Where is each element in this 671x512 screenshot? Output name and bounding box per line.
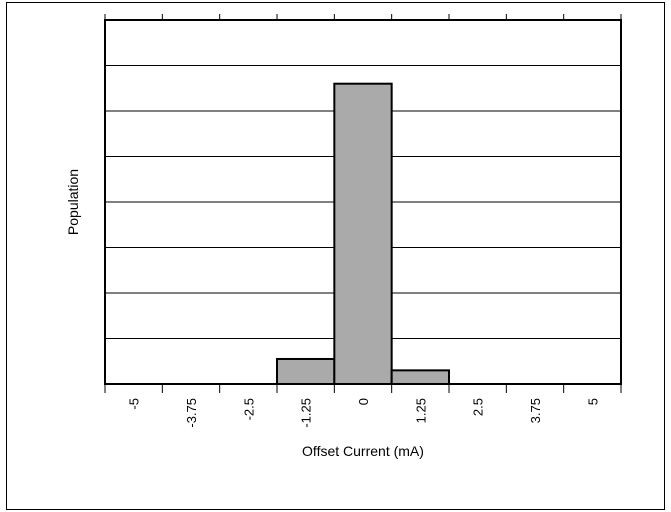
- histogram-bar: [390, 369, 450, 386]
- x-tick-label: -5: [127, 398, 142, 410]
- x-tick-label: 1.25: [413, 398, 428, 423]
- x-tick-label: -2.5: [241, 398, 256, 420]
- plot-area-border: [104, 19, 622, 385]
- x-axis-label: Offset Current (mA): [302, 443, 424, 459]
- histogram-bar: [276, 357, 336, 386]
- bottom-ticks: [104, 384, 622, 393]
- x-tick-label: 0: [356, 398, 371, 405]
- x-tick-label: -3.75: [184, 398, 199, 428]
- x-tick-labels: -5 -3.75 -2.5 -1.25 0 1.25 2.5 3.75 5: [127, 398, 601, 428]
- x-tick-label: 2.5: [471, 398, 486, 416]
- histogram-bar: [333, 82, 393, 385]
- x-tick-label: 5: [585, 398, 600, 405]
- y-axis-label: Population: [65, 169, 81, 235]
- top-ticks: [104, 14, 622, 20]
- x-tick-label: 3.75: [528, 398, 543, 423]
- x-tick-label: -1.25: [299, 398, 314, 428]
- gridlines: [105, 65, 621, 339]
- figure-frame: [6, 2, 665, 510]
